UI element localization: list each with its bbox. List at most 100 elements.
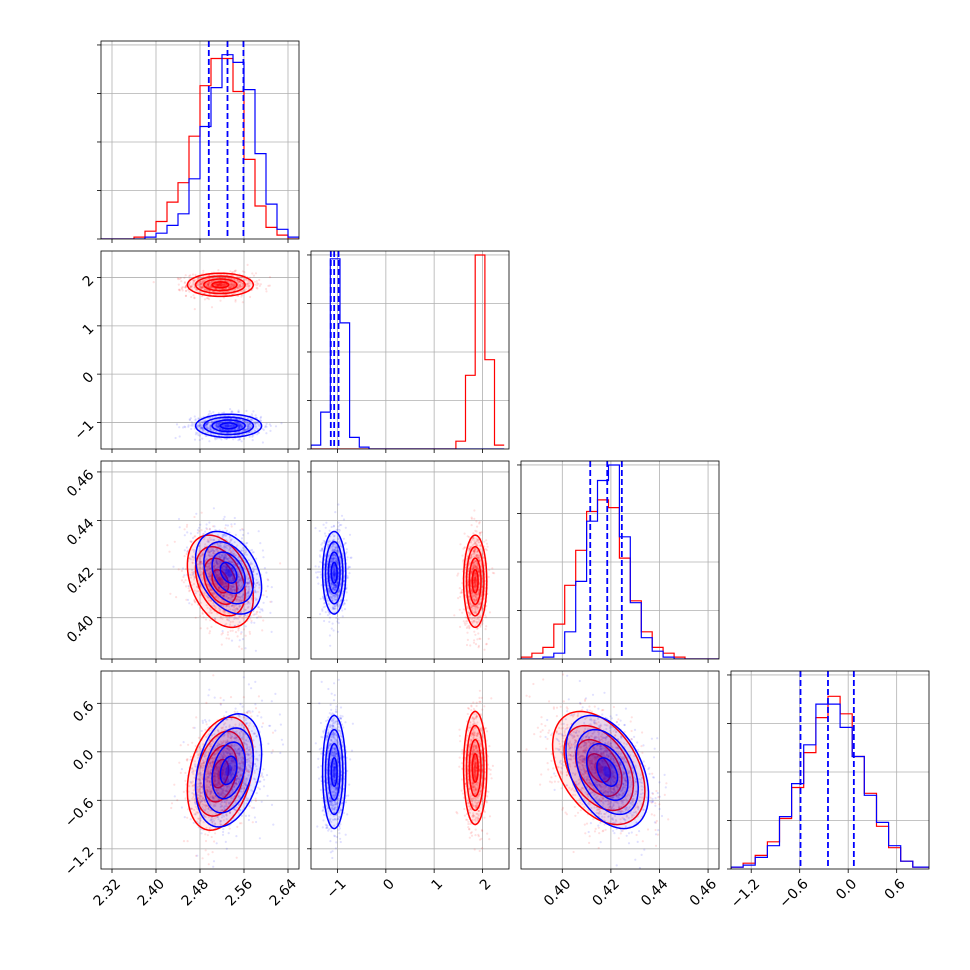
scatter-point	[242, 278, 245, 281]
scatter-point	[230, 589, 233, 592]
scatter-point	[241, 638, 245, 641]
scatter-point	[342, 518, 346, 521]
histogram-step-series_b	[101, 54, 299, 239]
scatter-point	[208, 551, 211, 554]
scatter-point	[190, 427, 193, 431]
scatter-point	[191, 536, 195, 540]
scatter-point	[204, 559, 207, 562]
scatter-point	[258, 611, 261, 614]
scatter-point	[230, 428, 233, 432]
scatter-point	[230, 424, 233, 427]
scatter-point	[473, 509, 476, 512]
scatter-point	[252, 274, 256, 277]
histogram-step-series_a	[731, 695, 929, 869]
scatter-point	[184, 426, 187, 429]
scatter-point	[256, 582, 259, 585]
scatter-point	[200, 554, 204, 557]
scatter-point	[221, 617, 224, 620]
scatter-point	[219, 617, 222, 620]
scatter-point	[219, 608, 222, 612]
scatter-point	[204, 288, 207, 291]
scatter-point	[229, 284, 233, 287]
scatter-point	[217, 431, 220, 434]
scatter-point	[257, 581, 260, 584]
scatter-point	[230, 286, 233, 289]
scatter-point	[243, 429, 246, 432]
scatter-point	[247, 577, 250, 580]
scatter-point	[194, 433, 197, 436]
scatter-point	[247, 286, 250, 289]
scatter-point	[197, 282, 200, 285]
scatter-point	[229, 548, 232, 552]
scatter-point	[200, 282, 203, 285]
scatter-point	[209, 571, 212, 574]
scatter-point	[221, 290, 224, 294]
scatter-point	[460, 590, 463, 593]
scatter-point	[219, 546, 223, 549]
scatter-point	[216, 284, 220, 287]
scatter-point	[186, 598, 190, 602]
scatter-point	[237, 581, 240, 584]
scatter-point	[191, 422, 194, 426]
scatter-point	[223, 428, 226, 431]
scatter-point	[231, 629, 234, 632]
scatter-point	[231, 575, 234, 578]
scatter-point	[232, 579, 235, 582]
scatter-point	[218, 529, 221, 532]
scatter-point	[220, 285, 223, 288]
scatter-point	[208, 587, 211, 590]
scatter-point	[193, 296, 196, 299]
scatter-point	[216, 425, 219, 428]
scatter-point	[200, 427, 203, 430]
scatter-point	[244, 625, 247, 628]
density-fill-series_b	[220, 562, 237, 584]
scatter-point	[253, 283, 256, 286]
scatter-point	[226, 574, 230, 577]
scatter-point	[472, 566, 475, 569]
scatter-point	[261, 609, 264, 612]
scatter-point	[228, 579, 231, 582]
scatter-point	[472, 621, 475, 624]
scatter-point	[239, 285, 242, 288]
scatter-point	[240, 585, 243, 588]
scatter-point	[198, 280, 201, 284]
scatter-point	[233, 615, 236, 618]
scatter-point	[257, 423, 260, 426]
panel-plot-area	[731, 671, 929, 869]
scatter-point	[236, 275, 239, 278]
scatter-point	[227, 557, 230, 560]
scatter-point	[255, 425, 258, 428]
scatter-point	[229, 417, 232, 420]
scatter-point	[233, 428, 236, 431]
grid-lines	[101, 461, 299, 659]
scatter-point	[472, 532, 475, 535]
scatter-point	[223, 284, 226, 287]
scatter-point	[228, 286, 231, 289]
scatter-point	[248, 580, 251, 583]
scatter-point	[215, 423, 218, 426]
scatter-point	[239, 423, 242, 426]
scatter-point	[196, 432, 199, 435]
scatter-point	[228, 536, 231, 539]
scatter-point	[226, 557, 229, 560]
panel-plot-area	[521, 461, 719, 659]
scatter-point	[226, 633, 229, 636]
scatter-point	[237, 573, 240, 576]
scatter-point	[227, 290, 230, 293]
scatter-point	[253, 422, 257, 425]
scatter-point	[208, 281, 211, 284]
scatter-point	[203, 298, 206, 301]
scatter-point	[238, 280, 241, 283]
scatter-point	[218, 572, 221, 575]
scatter-point	[232, 425, 235, 428]
scatter-point	[228, 616, 231, 620]
scatter-point	[208, 274, 211, 277]
scatter-point	[270, 586, 273, 589]
scatter-point	[477, 538, 480, 541]
scatter-point	[235, 599, 238, 602]
scatter-point	[206, 284, 210, 287]
scatter-point	[238, 284, 241, 287]
scatter-point	[214, 287, 217, 290]
scatter-point	[194, 273, 197, 276]
scatter-point	[196, 284, 199, 287]
